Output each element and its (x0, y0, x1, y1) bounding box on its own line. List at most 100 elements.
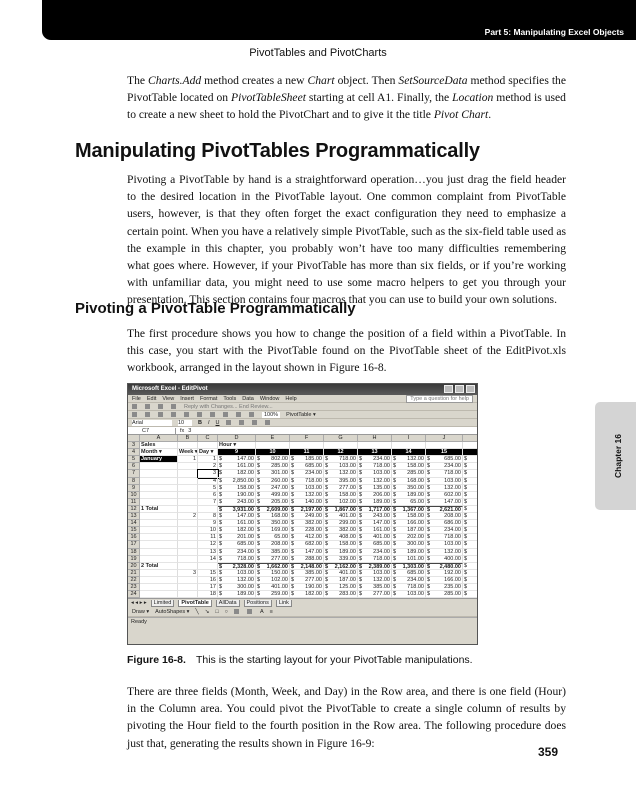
oval-icon[interactable]: ○ (224, 608, 228, 615)
value-cell[interactable]: $685.00 (426, 456, 463, 464)
row-header[interactable]: 8 (128, 477, 140, 485)
menu-item-tools[interactable]: Tools (223, 395, 237, 402)
row-label-week[interactable] (178, 477, 198, 485)
value-cell[interactable]: $103.00 (324, 463, 358, 471)
row-label-day[interactable]: 9 (198, 520, 218, 528)
value-cell[interactable]: $192.00 (426, 569, 463, 577)
textbox-icon[interactable] (233, 609, 239, 615)
value-cell[interactable]: $718.00 (218, 555, 256, 563)
value-cell[interactable]: $283.00 (324, 591, 358, 599)
value-cell[interactable]: $205.00 (256, 498, 290, 506)
row-label-week[interactable] (178, 463, 198, 471)
value-cell-k[interactable]: $ (463, 577, 477, 584)
value-cell[interactable]: $686.00 (426, 520, 463, 528)
value-cell[interactable]: $299.00 (324, 520, 358, 528)
value-cell[interactable]: $247.00 (256, 484, 290, 492)
toolbar-icon[interactable] (145, 404, 150, 409)
value-cell[interactable]: $685.00 (218, 541, 256, 549)
cell[interactable] (198, 442, 218, 450)
row-label-day[interactable]: 8 (198, 513, 218, 521)
underline-icon[interactable]: U (215, 419, 220, 426)
row-label-week[interactable] (178, 534, 198, 542)
value-cell-k[interactable]: $ (463, 513, 477, 521)
cell[interactable] (178, 442, 198, 450)
value-cell[interactable]: $401.00 (324, 569, 358, 577)
value-cell[interactable]: $147.00 (290, 548, 324, 556)
row-header[interactable]: 23 (128, 583, 140, 592)
row-header[interactable]: 5 (128, 456, 140, 464)
value-cell-k[interactable]: $ (463, 584, 477, 592)
value-cell-k[interactable]: $ (463, 485, 477, 492)
value-cell[interactable]: $718.00 (426, 534, 463, 542)
value-cell[interactable]: $2,328.00 (218, 562, 256, 570)
value-cell[interactable]: $234.00 (358, 456, 392, 464)
save-icon[interactable] (158, 412, 163, 417)
value-cell-k[interactable]: $ (463, 520, 477, 528)
arrow-icon[interactable]: ↘ (204, 608, 210, 615)
value-cell[interactable]: $3,931.00 (218, 505, 256, 514)
cell[interactable] (426, 442, 463, 450)
menu-item-edit[interactable]: Edit (146, 395, 157, 402)
value-cell[interactable]: $277.00 (324, 484, 358, 492)
value-cell[interactable]: $401.00 (358, 534, 392, 542)
row-label-day[interactable]: 16 (198, 576, 218, 584)
value-cell[interactable]: $132.00 (426, 548, 463, 556)
row-label-month[interactable] (140, 484, 178, 492)
toolbar-icon[interactable] (132, 404, 137, 409)
value-cell[interactable]: $1,303.00 (392, 562, 426, 570)
row-label-week[interactable] (178, 484, 198, 492)
row-label-month[interactable] (140, 463, 178, 471)
value-cell[interactable]: $158.00 (392, 513, 426, 521)
value-cell[interactable]: $385.00 (290, 569, 324, 577)
value-cell[interactable]: $201.00 (218, 534, 256, 542)
cell[interactable] (463, 449, 477, 457)
value-cell[interactable]: $234.00 (392, 576, 426, 584)
week-field-dropdown[interactable]: Week ▾ (178, 449, 198, 457)
value-cell[interactable]: $234.00 (426, 527, 463, 535)
value-cell[interactable]: $168.00 (392, 477, 426, 485)
value-cell[interactable]: $685.00 (290, 463, 324, 471)
value-cell[interactable]: $166.00 (426, 576, 463, 584)
column-header-k[interactable] (463, 435, 477, 443)
tab-nav-icon[interactable]: ◂ ◂ ▸ ▸ (131, 600, 147, 607)
value-cell[interactable]: $103.00 (392, 591, 426, 599)
row-header[interactable]: 20 (128, 562, 140, 570)
value-cell[interactable]: $2,480.00 (426, 562, 463, 570)
value-cell[interactable]: $158.00 (218, 484, 256, 492)
value-cell-k[interactable]: $ (463, 506, 477, 514)
value-cell[interactable]: $102.00 (256, 576, 290, 584)
value-cell[interactable]: $103.00 (426, 477, 463, 485)
row-label-month[interactable] (140, 555, 178, 563)
value-cell[interactable]: $718.00 (358, 555, 392, 563)
row-label-day[interactable] (198, 505, 218, 514)
font-size-select[interactable]: 10 (178, 419, 192, 426)
value-cell[interactable]: $285.00 (256, 463, 290, 471)
value-cell[interactable]: $103.00 (290, 484, 324, 492)
value-cell[interactable]: $235.00 (426, 583, 463, 592)
value-cell[interactable]: $1,717.00 (358, 505, 392, 514)
value-cell[interactable]: $234.00 (358, 548, 392, 556)
value-cell[interactable]: $339.00 (324, 555, 358, 563)
line-icon[interactable]: ╲ (195, 608, 199, 615)
close-icon[interactable] (466, 385, 475, 393)
value-cell[interactable]: $103.00 (358, 569, 392, 577)
row-header[interactable]: 6 (128, 463, 140, 471)
bold-icon[interactable]: B (198, 419, 202, 426)
value-cell[interactable]: $182.00 (218, 470, 256, 478)
value-cell[interactable]: $150.00 (256, 569, 290, 577)
row-label-week[interactable] (178, 520, 198, 528)
row-label-day[interactable]: 18 (198, 591, 218, 599)
menu-item-file[interactable]: File (132, 395, 141, 402)
copy-icon[interactable] (197, 412, 202, 417)
value-cell[interactable]: $2,162.00 (324, 562, 358, 570)
value-cell[interactable]: $401.00 (324, 513, 358, 521)
value-cell[interactable]: $182.00 (290, 591, 324, 599)
value-cell[interactable]: $185.00 (290, 456, 324, 464)
corner[interactable] (128, 435, 140, 443)
value-cell[interactable]: $259.00 (256, 591, 290, 599)
value-cell[interactable]: $103.00 (426, 541, 463, 549)
row-label-week[interactable] (178, 562, 198, 570)
value-cell[interactable]: $718.00 (426, 470, 463, 478)
column-header[interactable]: E (256, 435, 290, 443)
value-cell[interactable]: $300.00 (392, 541, 426, 549)
